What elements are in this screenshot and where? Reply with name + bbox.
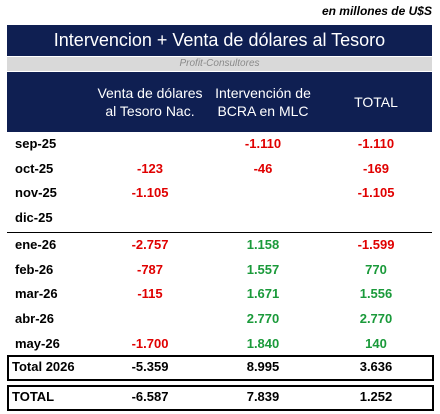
total-label: TOTAL [12,389,55,404]
source: Profit-Consultores [179,58,260,69]
value-cell: 1.671 [246,286,280,302]
value-cell: -1.110 [244,136,282,151]
value-cell: 770 [365,261,387,277]
total-box [7,355,434,381]
value-cell: 1.158 [246,236,280,252]
row-label: dic-25 [15,210,53,226]
value-cell: -1.700 [131,335,169,351]
title-bar [7,25,432,56]
total-value: -5.359 [131,359,169,374]
value-cell: -1.105 [131,185,169,201]
value-cell: -115 [137,286,163,302]
value-cell: 1.840 [246,335,280,351]
value-cell: -46 [253,160,273,176]
value-cell: 1.556 [359,286,393,302]
value-cell: 140 [365,335,387,351]
value-cell: -1.110 [357,136,395,151]
value-cell: -1.105 [357,185,395,201]
row-label: mar-26 [15,286,58,302]
header-bar [7,72,432,132]
row-label: feb-26 [15,261,54,277]
title: Intervencion + Venta de dólares al Tesor… [53,30,386,50]
total-value: 8.995 [246,359,280,374]
value-cell: -1.599 [357,236,395,252]
row-label: nov-25 [15,185,57,201]
row-label: oct-25 [15,160,54,176]
row-label: sep-25 [15,136,57,151]
total-box [7,385,434,411]
column-header: TOTAL [354,94,398,110]
group-separator [7,231,432,233]
value-cell: 2.770 [359,310,393,326]
row-label: abr-26 [15,310,55,326]
total-label: Total 2026 [12,359,75,374]
row-label: ene-26 [15,236,57,252]
source-bar [7,57,432,71]
row-label: may-26 [15,335,60,351]
value-cell: -787 [136,261,164,277]
column-header: Intervención de BCRA en MLC [215,85,311,119]
value-cell: -123 [136,160,164,176]
total-value: 3.636 [359,359,393,374]
total-value: 7.839 [246,389,280,404]
value-cell: 1.557 [246,261,280,277]
value-cell: -2.757 [131,236,169,252]
value-cell: 2.770 [246,310,280,326]
total-value: -6.587 [131,389,169,404]
value-cell: -169 [362,160,390,176]
column-header: Venta de dólares al Tesoro Nac. [97,85,203,119]
unit-note: en millones de U$S [321,4,432,18]
total-value: 1.252 [359,389,393,404]
